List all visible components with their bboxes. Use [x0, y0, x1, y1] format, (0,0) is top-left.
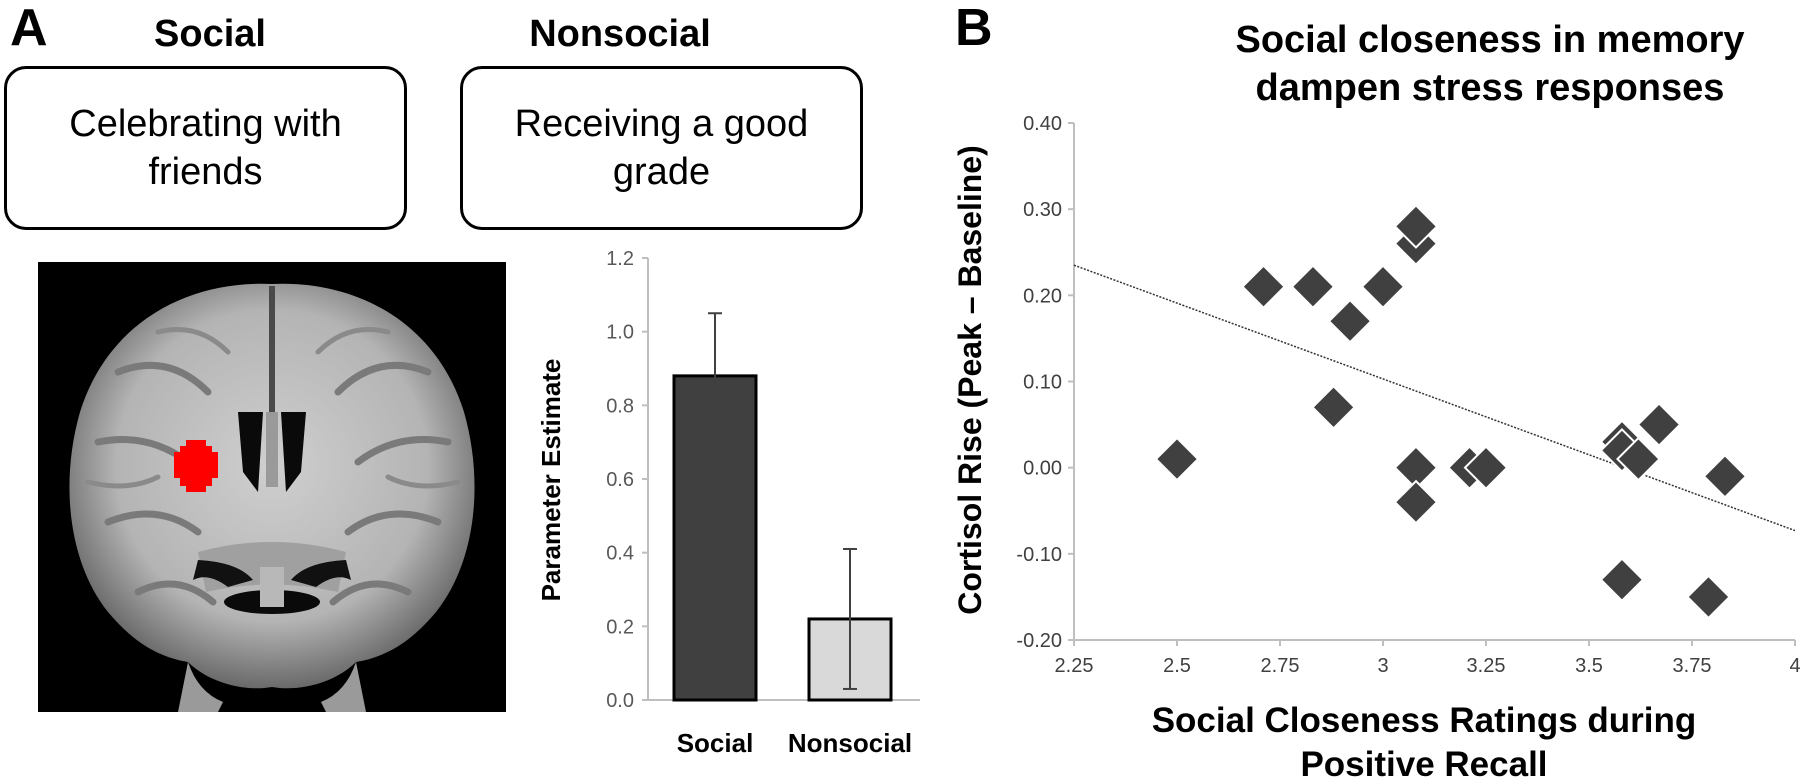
- scatter-point: [1616, 436, 1661, 482]
- scatter-y-tick-label: -0.20: [1016, 630, 1062, 652]
- panel-a-letter: A: [10, 0, 48, 57]
- scatter-point: [1311, 384, 1356, 430]
- scatter-x-tick-label: 4: [1789, 655, 1800, 677]
- scatter-x-tick-label: 2.5: [1163, 655, 1191, 677]
- scatter-x-tick-label: 3.5: [1575, 655, 1603, 677]
- scatter-title-line1: Social closeness in memory: [1235, 19, 1744, 61]
- nonsocial-example-box: Receiving a good grade: [460, 66, 863, 230]
- brain-image: [38, 262, 506, 712]
- scatter-y-tick-label: 0.20: [1023, 285, 1062, 307]
- scatter-point: [1599, 557, 1645, 603]
- scatter-y-axis-title: Cortisol Rise (Peak – Baseline): [952, 145, 988, 615]
- scatter-point: [1393, 203, 1439, 249]
- scatter-y-tick-label: -0.10: [1016, 544, 1062, 566]
- scatter-x-tick-label: 3.75: [1673, 655, 1712, 677]
- bar-chart: 0.0 0.2 0.4 0.6 0.8 1.0 1.2 Social Nonsocial Pa…: [536, 248, 920, 758]
- bar-y-axis-title: Parameter Estimate: [536, 359, 566, 602]
- nonsocial-example-text: Receiving a good grade: [514, 103, 809, 193]
- scatter-x-tick-label: 2.25: [1055, 655, 1094, 677]
- scatter-title-line2: dampen stress responses: [1256, 67, 1725, 109]
- scatter-point: [1241, 264, 1286, 310]
- bar-y-tick-label: 1.2: [606, 248, 634, 270]
- bar-y-tick-label: 0.0: [606, 690, 634, 712]
- bar-y-tick-label: 0.2: [606, 616, 634, 638]
- bar-y-tick-label: 0.4: [606, 543, 634, 565]
- scatter-point: [1686, 574, 1731, 620]
- scatter-x-tick-label: 2.75: [1261, 655, 1300, 677]
- scatter-y-tick-label: 0.10: [1023, 372, 1062, 394]
- scatter-point: [1702, 453, 1748, 499]
- scatter-y-tick-label: 0.30: [1023, 199, 1062, 221]
- scatter-point: [1290, 264, 1336, 310]
- bar-category-label: Social: [677, 728, 754, 758]
- panel-b-letter: B: [955, 0, 993, 57]
- scatter-chart: Social closeness in memory dampen stress…: [952, 19, 1800, 783]
- bar-category-label: Nonsocial: [788, 728, 912, 758]
- scatter-x-axis-title-line2: Positive Recall: [1300, 745, 1547, 783]
- scatter-point: [1636, 402, 1682, 447]
- scatter-x-tick-label: 3: [1377, 655, 1388, 677]
- bar-y-tick-label: 0.8: [606, 395, 634, 417]
- scatter-x-axis-title-line1: Social Closeness Ratings during: [1152, 701, 1697, 740]
- scatter-y-tick-label: 0.40: [1023, 113, 1062, 135]
- activation-cluster: [174, 440, 218, 492]
- scatter-y-tick-label: 0.00: [1023, 458, 1062, 480]
- scatter-point: [1463, 445, 1509, 491]
- brain-coronal-slice-icon: [69, 283, 475, 712]
- scatter-x-tick-label: 3.25: [1467, 655, 1506, 677]
- scatter-point: [1393, 479, 1439, 525]
- bar-y-tick-label: 0.6: [606, 469, 634, 491]
- trendline: [1073, 264, 1796, 532]
- social-example-text: Celebrating with friends: [69, 103, 342, 193]
- social-example-box: Celebrating with friends: [4, 66, 407, 230]
- scatter-point: [1360, 264, 1406, 310]
- social-condition-title: Social: [154, 13, 266, 55]
- nonsocial-condition-title: Nonsocial: [529, 13, 711, 55]
- scatter-point: [1154, 436, 1200, 482]
- bar-y-tick-label: 1.0: [606, 322, 634, 344]
- scatter-point: [1327, 298, 1373, 344]
